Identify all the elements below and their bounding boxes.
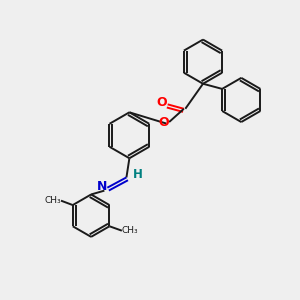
Text: H: H	[133, 168, 142, 181]
Text: CH₃: CH₃	[122, 226, 138, 235]
Text: O: O	[156, 96, 166, 110]
Text: N: N	[97, 180, 107, 193]
Text: CH₃: CH₃	[44, 196, 61, 205]
Text: O: O	[158, 116, 169, 128]
